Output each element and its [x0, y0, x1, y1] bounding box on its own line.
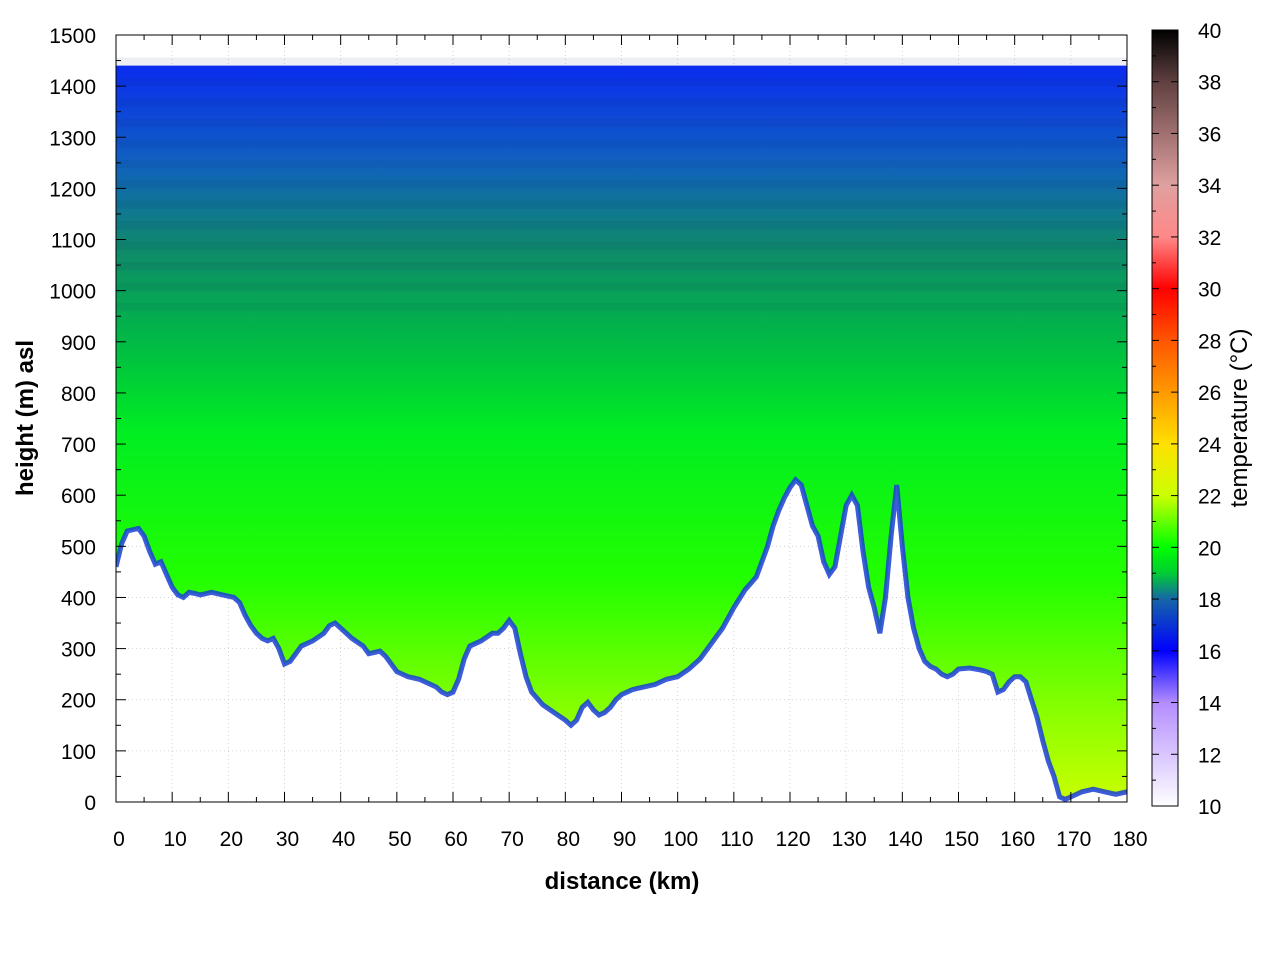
temperature-band — [116, 98, 1127, 107]
x-tick-label: 110 — [720, 828, 753, 851]
colorbar-tick-label: 22 — [1198, 486, 1221, 509]
colorbar-tick-label: 40 — [1198, 20, 1221, 43]
y-tick-label: 500 — [61, 536, 96, 559]
temperature-band — [116, 282, 1127, 291]
x-tick-label: 10 — [163, 828, 186, 851]
colorbar-tick-label: 12 — [1198, 744, 1221, 767]
temperature-band — [116, 262, 1127, 271]
x-tick-label: 0 — [113, 828, 125, 851]
colorbar-title: temperature (°C) — [1226, 329, 1253, 508]
y-tick-label: 1100 — [51, 230, 96, 253]
colorbar-tick-label: 34 — [1198, 175, 1222, 198]
x-tick-label: 130 — [832, 828, 867, 851]
x-axis-ticks: 0 10 20 30 40 50 60 70 80 90 100 110 120 130 140 150 160… — [113, 35, 1148, 851]
y-tick-label: 900 — [61, 332, 96, 355]
y-tick-label: 1400 — [49, 76, 96, 99]
colorbar-tick-label: 32 — [1198, 227, 1221, 250]
colorbar-tick-label: 18 — [1198, 589, 1221, 612]
x-tick-label: 40 — [332, 828, 355, 851]
x-tick-label: 30 — [276, 828, 299, 851]
x-tick-label: 50 — [388, 828, 411, 851]
terrain-cold-edge — [116, 476, 1127, 802]
temperature-band — [116, 241, 1127, 250]
colorbar-tick-label: 14 — [1198, 693, 1222, 716]
y-tick-label: 700 — [61, 434, 96, 457]
colorbar — [1151, 29, 1179, 807]
temperature-bands — [116, 57, 1127, 312]
y-tick-label: 600 — [61, 485, 96, 508]
y-tick-label: 1200 — [49, 178, 96, 201]
x-tick-label: 160 — [1000, 828, 1035, 851]
temperature-field-area — [116, 65, 1127, 800]
colorbar-tick-label: 38 — [1198, 72, 1221, 95]
x-tick-label: 70 — [500, 828, 523, 851]
x-tick-label: 120 — [775, 828, 810, 851]
x-tick-label: 170 — [1056, 828, 1091, 851]
x-tick-label: 80 — [557, 828, 580, 851]
y-tick-label: 400 — [61, 587, 96, 610]
y-tick-label: 0 — [84, 792, 96, 815]
y-tick-label: 100 — [61, 741, 96, 764]
x-tick-label: 20 — [220, 828, 243, 851]
colorbar-tick-label: 28 — [1198, 330, 1221, 353]
temperature-band — [116, 159, 1127, 168]
y-tick-label: 1500 — [49, 25, 96, 48]
x-axis-title: distance (km) — [545, 868, 700, 895]
colorbar-ticks: 10 12 14 16 18 20 22 24 26 28 30 32 34 36 38 40 — [1152, 20, 1222, 819]
x-tick-label: 180 — [1112, 828, 1147, 851]
y-tick-label: 300 — [61, 639, 96, 662]
y-axis-title: height (m) asl — [12, 340, 39, 496]
colorbar-tick-label: 26 — [1198, 382, 1221, 405]
temperature-band — [116, 221, 1127, 230]
colorbar-tick-label: 24 — [1198, 434, 1222, 457]
temperature-band — [116, 77, 1127, 87]
x-tick-label: 100 — [663, 828, 698, 851]
colorbar-tick-label: 20 — [1198, 537, 1221, 560]
x-tick-label: 90 — [613, 828, 636, 851]
temperature-band — [116, 139, 1127, 148]
temperature-band — [116, 302, 1127, 312]
colorbar-tick-label: 36 — [1198, 123, 1221, 146]
y-tick-label: 1000 — [49, 281, 96, 304]
y-tick-label: 800 — [61, 383, 96, 406]
colorbar-tick-label: 10 — [1198, 796, 1221, 819]
temperature-field — [116, 57, 1127, 802]
x-tick-label: 60 — [444, 828, 467, 851]
y-tick-label: 200 — [61, 690, 96, 713]
x-tick-label: 140 — [888, 828, 923, 851]
temperature-band — [116, 57, 1127, 66]
y-tick-label: 1300 — [49, 127, 96, 150]
colorbar-tick-label: 30 — [1198, 279, 1221, 302]
temperature-band — [116, 180, 1127, 189]
temperature-band — [116, 118, 1127, 128]
temperature-band — [116, 200, 1127, 209]
colorbar-tick-label: 16 — [1198, 641, 1221, 664]
x-tick-label: 150 — [944, 828, 979, 851]
y-axis-ticks: 0 100 200 300 400 500 600 700 800 900 1000 1100 1200… — [49, 25, 1127, 815]
